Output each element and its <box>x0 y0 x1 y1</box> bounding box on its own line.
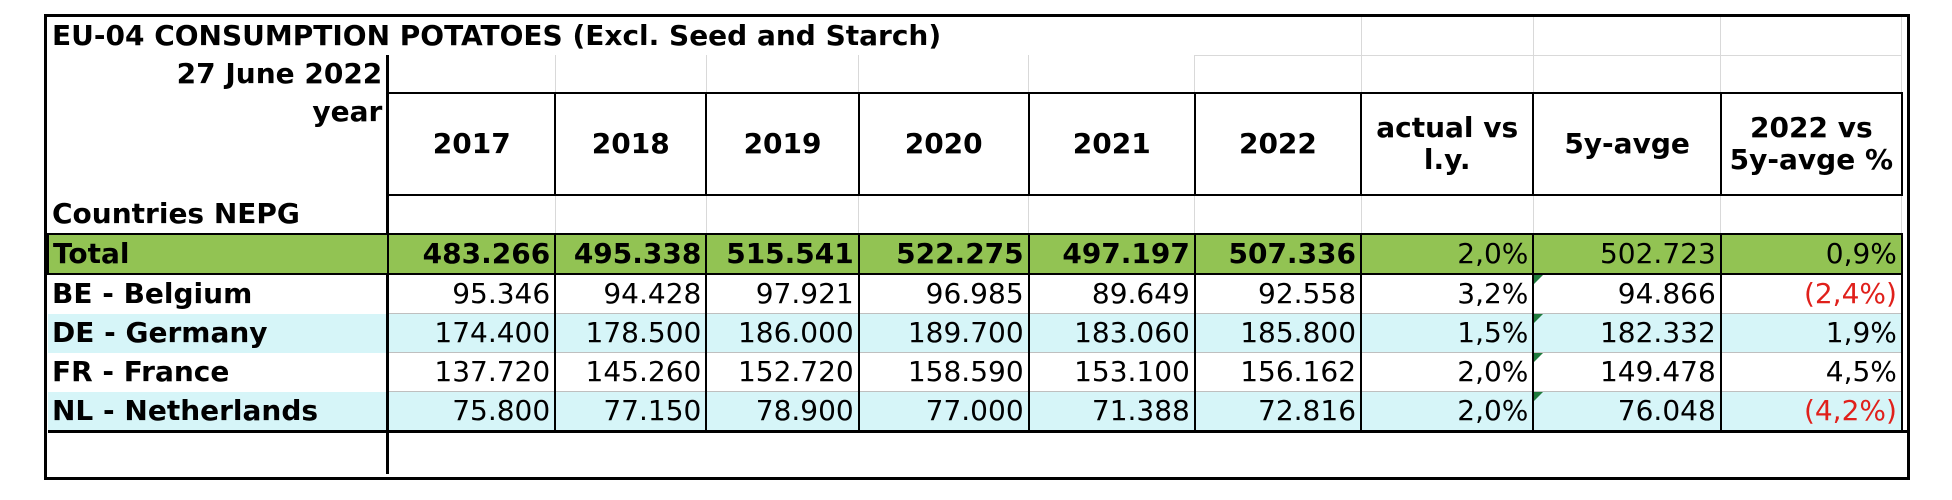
cell-2019: 78.900 <box>706 391 860 432</box>
report-date: 27 June 2022 <box>48 55 390 93</box>
table-row-fr: FR - France 137.720 145.260 152.720 158.… <box>48 352 1907 392</box>
cell-2021: 183.060 <box>1028 313 1196 353</box>
cell-2019: 186.000 <box>706 313 860 353</box>
cell-actual-vs-ly: 3,2% <box>1361 274 1535 314</box>
cell-2017: 95.346 <box>387 274 557 314</box>
cell-2022: 72.816 <box>1194 391 1363 432</box>
cell-2021: 89.649 <box>1028 274 1196 314</box>
total-2017: 483.266 <box>386 233 557 275</box>
cell-actual-vs-ly: 2,0% <box>1361 352 1535 392</box>
cell-2018: 94.428 <box>555 274 708 314</box>
total-2021: 497.197 <box>1027 233 1196 275</box>
total-row: Total 483.266 495.338 515.541 522.275 49… <box>47 233 1907 275</box>
cell-2020: 96.985 <box>858 274 1030 314</box>
total-2019: 515.541 <box>705 233 860 275</box>
row-label: FR - France <box>48 352 390 392</box>
cell-5y-avge: 94.866 <box>1533 274 1722 314</box>
col-header-vs-avg: 2022 vs 5y-avge % <box>1719 92 1903 196</box>
total-2022: 507.336 <box>1193 233 1363 275</box>
total-vs-avg: 0,9% <box>1719 233 1903 275</box>
cell-2019: 152.720 <box>706 352 860 392</box>
cell-2018: 77.150 <box>555 391 708 432</box>
total-label: Total <box>47 233 389 275</box>
cell-vs-avg: 4,5% <box>1720 352 1903 392</box>
col-header-5y-avge: 5y-avge <box>1532 92 1722 196</box>
cell-2020: 158.590 <box>858 352 1030 392</box>
cell-5y-avge: 182.332 <box>1533 313 1722 353</box>
cell-actual-vs-ly: 2,0% <box>1361 391 1535 432</box>
cell-2017: 174.400 <box>387 313 557 353</box>
cell-2022: 92.558 <box>1194 274 1363 314</box>
sheet-title: EU-04 CONSUMPTION POTATOES (Excl. Seed a… <box>52 19 942 52</box>
total-5y-avge: 502.723 <box>1532 233 1722 275</box>
cell-vs-avg: (4,2%) <box>1720 391 1903 432</box>
total-2020: 522.275 <box>857 233 1030 275</box>
cell-2022: 185.800 <box>1194 313 1363 353</box>
cell-2022: 156.162 <box>1194 352 1363 392</box>
table-row-de: DE - Germany 174.400 178.500 186.000 189… <box>48 313 1907 353</box>
col-header-2017: 2017 <box>386 92 557 196</box>
cell-vs-avg: (2,4%) <box>1720 274 1903 314</box>
cell-vs-avg: 1,9% <box>1720 313 1903 353</box>
row-label: BE - Belgium <box>48 274 390 314</box>
col-header-2020: 2020 <box>857 92 1030 196</box>
cell-actual-vs-ly: 1,5% <box>1361 313 1535 353</box>
cell-2021: 153.100 <box>1028 352 1196 392</box>
spreadsheet-table: EU-04 CONSUMPTION POTATOES (Excl. Seed a… <box>44 14 1910 480</box>
cell-5y-avge: 149.478 <box>1533 352 1722 392</box>
cell-2017: 75.800 <box>387 391 557 432</box>
row-label: DE - Germany <box>48 313 390 353</box>
cell-2020: 77.000 <box>858 391 1030 432</box>
countries-label: Countries NEPG <box>48 195 390 234</box>
col-header-actual-vs-ly: actual vs l.y. <box>1360 92 1535 196</box>
total-2018: 495.338 <box>554 233 708 275</box>
cell-5y-avge: 76.048 <box>1533 391 1722 432</box>
cell-2018: 145.260 <box>555 352 708 392</box>
table-row-nl: NL - Netherlands 75.800 77.150 78.900 77… <box>48 391 1907 432</box>
cell-2017: 137.720 <box>387 352 557 392</box>
cell-2020: 189.700 <box>858 313 1030 353</box>
year-label: year <box>48 93 390 195</box>
cell-2018: 178.500 <box>555 313 708 353</box>
row-label: NL - Netherlands <box>48 391 390 432</box>
col-header-2018: 2018 <box>554 92 708 196</box>
table-row-be: BE - Belgium 95.346 94.428 97.921 96.985… <box>48 274 1907 314</box>
cell-2021: 71.388 <box>1028 391 1196 432</box>
col-header-2022: 2022 <box>1193 92 1363 196</box>
cell-2019: 97.921 <box>706 274 860 314</box>
col-header-2021: 2021 <box>1027 92 1196 196</box>
total-actual-vs-ly: 2,0% <box>1360 233 1535 275</box>
col-header-2019: 2019 <box>705 92 860 196</box>
